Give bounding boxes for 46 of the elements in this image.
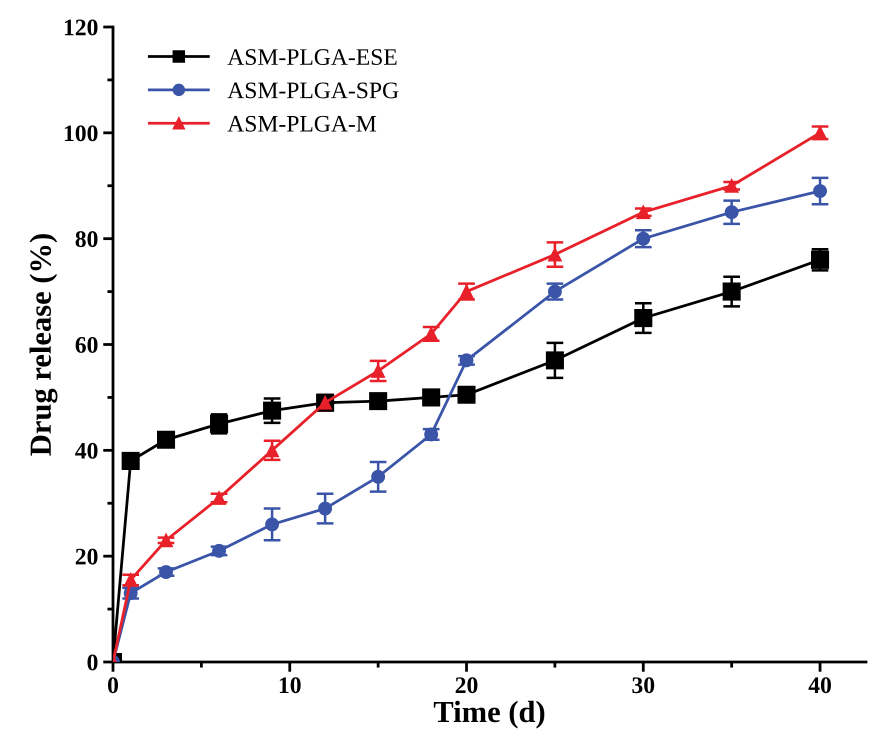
point [546,351,564,370]
y-tick-label: 120 [64,19,98,36]
point [212,544,226,558]
point [457,386,476,404]
point [369,392,388,410]
point [422,388,440,406]
point [122,452,140,470]
point [124,573,138,587]
point [722,282,741,301]
point [724,205,739,220]
point [813,184,827,198]
legend-label: ASM-PLGA-ESE [227,49,397,66]
legend-label: ASM-PLGA-SPG [227,82,398,98]
point [157,430,176,449]
point [318,502,332,516]
x-tick-label: 10 [280,677,301,694]
point [460,353,474,368]
y-tick-label: 40 [75,442,98,459]
point [636,232,650,246]
legend-label: ASM-PLGA-M [227,116,376,132]
y-tick-label: 0 [88,654,98,670]
point [159,565,173,579]
x-tick-label: 40 [808,677,831,694]
point [263,402,282,420]
point [724,178,739,193]
point [371,364,386,378]
point [159,533,173,548]
x-tick-label: 20 [456,677,478,694]
y-tick-label: 20 [76,548,98,565]
point [813,126,827,140]
x-axis-title: Time (d) [434,700,544,728]
point [634,309,652,328]
point [424,428,438,442]
point [265,517,280,532]
y-tick-label: 80 [76,231,98,248]
y-tick-label: 100 [64,125,98,142]
y-axis-title: Drug release (%) [29,234,58,456]
x-tick-label: 30 [632,677,654,694]
point [548,248,562,262]
point [212,491,226,505]
point [636,205,650,220]
point [460,284,474,299]
point [371,470,386,484]
point [265,443,280,458]
y-tick-label: 60 [76,336,98,353]
x-tick-label: 0 [108,677,118,694]
